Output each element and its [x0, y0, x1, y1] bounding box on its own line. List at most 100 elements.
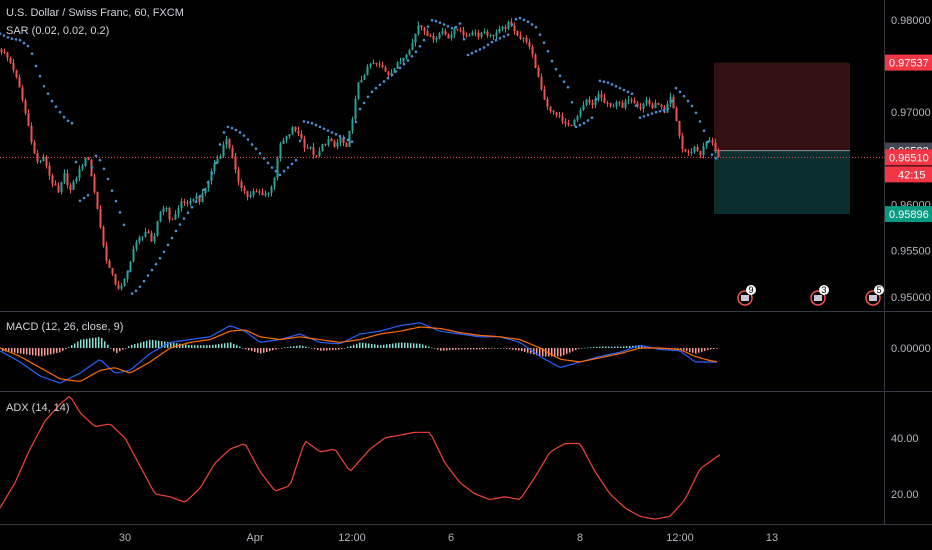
macd-histogram-bar — [629, 345, 631, 348]
time-tick-label: 12:00 — [666, 532, 694, 544]
candle-body — [285, 136, 288, 141]
macd-histogram-bar — [419, 343, 421, 348]
sar-dot — [450, 26, 454, 30]
candle-body — [537, 67, 540, 78]
candle-body — [309, 147, 312, 149]
candle-body — [546, 99, 549, 107]
macd-histogram-bar — [434, 348, 436, 349]
symbol-title[interactable]: U.S. Dollar / Swiss Franc, 60, FXCM — [6, 7, 184, 19]
macd-histogram-bar — [53, 348, 55, 354]
candle-body — [459, 30, 462, 32]
macd-histogram-bar — [209, 345, 211, 348]
sar-dot — [34, 64, 38, 68]
candle-body — [3, 52, 6, 54]
macd-histogram-bar — [350, 345, 352, 348]
candle-body — [669, 96, 672, 104]
sar-dot — [514, 17, 518, 21]
candle-body — [573, 119, 576, 127]
time-axis[interactable]: 30 Apr 12:00 6 8 12:00 13 — [119, 532, 778, 544]
macd-histogram-bar — [593, 347, 595, 348]
macd-histogram-bar — [245, 348, 247, 350]
sar-dot — [318, 125, 322, 129]
macd-histogram-bar — [440, 348, 442, 351]
sar-dot — [66, 119, 70, 123]
sar-dot — [110, 189, 114, 192]
candle-body — [255, 191, 258, 193]
sar-dot — [130, 292, 134, 295]
adx-indicator-label[interactable]: ADX (14, 14) — [6, 402, 70, 414]
macd-indicator-label[interactable]: MACD (12, 26, close, 9) — [6, 321, 123, 333]
candle-body — [405, 54, 408, 58]
candle-body — [375, 62, 378, 64]
macd-histogram-bar — [485, 348, 487, 350]
macd-histogram-bar — [173, 342, 175, 348]
economic-events[interactable]: 9 3 5 — [737, 285, 884, 306]
candle-body — [183, 201, 186, 203]
short-position-tool[interactable] — [714, 62, 850, 215]
candle-body — [276, 158, 279, 178]
macd-histogram-bar — [569, 348, 571, 353]
sar-dot — [410, 55, 414, 58]
macd-histogram-bar — [521, 348, 523, 352]
sar-dot — [250, 143, 254, 146]
candle-body — [6, 52, 9, 58]
candle-body — [591, 102, 594, 106]
candle-body — [21, 87, 24, 101]
candle-body — [642, 103, 645, 109]
macd-histogram-bar — [374, 344, 376, 348]
macd-histogram-bar — [353, 344, 355, 348]
candle-body — [93, 176, 96, 192]
candle-body — [609, 103, 612, 107]
macd-histogram-bar — [410, 343, 412, 348]
candle-body — [672, 96, 675, 109]
sar-dot — [666, 107, 670, 110]
candle-body — [315, 155, 318, 157]
candle-body — [555, 112, 558, 116]
candle-body — [66, 173, 69, 186]
sar-dot — [710, 153, 714, 156]
macd-histogram-bar — [572, 348, 574, 352]
macd-histogram-bar — [212, 344, 214, 348]
candle-body — [207, 180, 210, 188]
macd-histogram-bar — [407, 342, 409, 348]
price-axis[interactable]: 0.980000.970000.960000.955000.950000.000… — [885, 15, 932, 501]
macd-histogram-bar — [689, 348, 691, 352]
candle-body — [36, 153, 39, 162]
sar-dot — [334, 133, 338, 136]
sar-dot — [74, 160, 78, 164]
sar-dot — [2, 34, 6, 37]
candle-body — [549, 106, 552, 111]
macd-histogram-bar — [290, 346, 292, 348]
pane-borders[interactable] — [0, 0, 932, 525]
macd-histogram-bar — [62, 348, 64, 351]
macd-histogram-bar — [17, 348, 19, 354]
macd-histogram-bar — [614, 346, 616, 348]
sar-indicator-label[interactable]: SAR (0.02, 0.02, 0.2) — [6, 25, 109, 37]
candle-body — [543, 89, 546, 100]
sar-dot — [162, 250, 166, 254]
macd-histogram-bar — [230, 342, 232, 348]
macd-histogram-bar — [581, 347, 583, 349]
sar-dot — [534, 25, 538, 29]
candle-body — [42, 157, 45, 162]
sar-dot — [398, 66, 402, 70]
sar-dot — [494, 38, 498, 42]
candle-body — [264, 193, 267, 196]
candle-body — [219, 156, 222, 159]
macd-histogram-bar — [200, 345, 202, 348]
usa-flag-icon — [869, 295, 877, 301]
sar-dot — [50, 99, 54, 103]
candle-body — [174, 214, 177, 220]
sar-dot — [678, 90, 682, 94]
macd-histogram-bar — [281, 347, 283, 349]
candlestick-series — [0, 18, 720, 291]
macd-histogram-bar — [578, 348, 580, 349]
candle-body — [483, 31, 486, 33]
sar-dot — [54, 105, 58, 108]
candle-body — [24, 100, 27, 114]
macd-histogram-bar — [518, 348, 520, 351]
candle-body — [654, 103, 657, 108]
candle-body — [717, 150, 720, 157]
candle-body — [12, 63, 15, 71]
candle-body — [144, 231, 147, 237]
